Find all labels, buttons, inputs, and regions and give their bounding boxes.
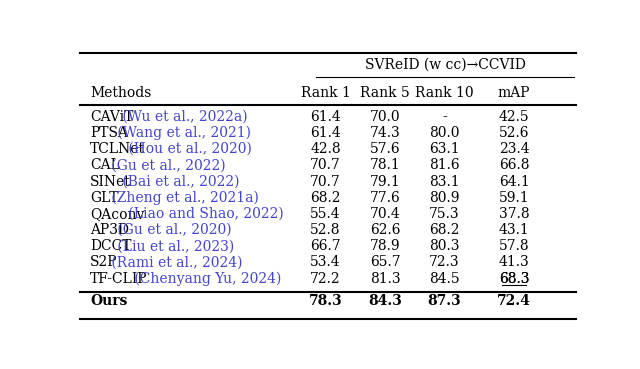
Text: 68.2: 68.2 [310, 191, 340, 205]
Text: 87.3: 87.3 [428, 294, 461, 308]
Text: (Wang et al., 2021): (Wang et al., 2021) [113, 126, 251, 140]
Text: (Bai et al., 2022): (Bai et al., 2022) [118, 175, 240, 189]
Text: 68.3: 68.3 [499, 272, 529, 286]
Text: 52.6: 52.6 [499, 126, 529, 140]
Text: (Liao and Shao, 2022): (Liao and Shao, 2022) [124, 207, 284, 221]
Text: 59.1: 59.1 [499, 191, 529, 205]
Text: 63.1: 63.1 [429, 142, 460, 156]
Text: QAconv (Liao and Shao, 2022): QAconv (Liao and Shao, 2022) [90, 207, 304, 221]
Text: 57.8: 57.8 [499, 239, 529, 253]
Text: 77.6: 77.6 [370, 191, 401, 205]
Text: 75.3: 75.3 [429, 207, 460, 221]
Text: 42.8: 42.8 [310, 142, 341, 156]
Text: 72.4: 72.4 [497, 294, 531, 308]
Text: 62.6: 62.6 [370, 223, 400, 237]
Text: PTSA: PTSA [90, 126, 128, 140]
Text: 66.8: 66.8 [499, 158, 529, 172]
Text: CAL: CAL [90, 158, 120, 172]
Text: -: - [442, 110, 447, 124]
Text: (Hou et al., 2020): (Hou et al., 2020) [124, 142, 252, 156]
Text: (Zheng et al., 2021a): (Zheng et al., 2021a) [107, 190, 259, 205]
Text: 42.5: 42.5 [499, 110, 529, 124]
Text: DCCT: DCCT [90, 239, 131, 253]
Text: (Gu et al., 2020): (Gu et al., 2020) [113, 223, 232, 237]
Text: 81.6: 81.6 [429, 158, 460, 172]
Text: S2P: S2P [90, 255, 117, 269]
Text: 79.1: 79.1 [370, 175, 401, 189]
Text: Rank 10: Rank 10 [415, 86, 474, 100]
Text: CAViT (Wu et al., 2022a): CAViT (Wu et al., 2022a) [90, 110, 263, 124]
Text: 57.6: 57.6 [370, 142, 401, 156]
Text: Rank 5: Rank 5 [360, 86, 410, 100]
Text: SINet (Bai et al., 2022): SINet (Bai et al., 2022) [90, 175, 252, 189]
Text: (Rami et al., 2024): (Rami et al., 2024) [107, 255, 243, 269]
Text: mAP: mAP [498, 86, 531, 100]
Text: 84.5: 84.5 [429, 272, 460, 286]
Text: 78.9: 78.9 [370, 239, 401, 253]
Text: SVReID (w cc)→CCVID: SVReID (w cc)→CCVID [365, 58, 526, 72]
Text: 61.4: 61.4 [310, 110, 341, 124]
Text: (Gu et al., 2022): (Gu et al., 2022) [107, 158, 226, 172]
Text: 78.3: 78.3 [308, 294, 342, 308]
Text: 80.0: 80.0 [429, 126, 460, 140]
Text: 55.4: 55.4 [310, 207, 341, 221]
Text: S2P (Rami et al., 2024): S2P (Rami et al., 2024) [90, 255, 253, 269]
Text: 68.2: 68.2 [429, 223, 460, 237]
Text: Rank 1: Rank 1 [301, 86, 351, 100]
Text: 70.4: 70.4 [370, 207, 401, 221]
Text: 66.7: 66.7 [310, 239, 341, 253]
Text: AP3D (Gu et al., 2020): AP3D (Gu et al., 2020) [90, 223, 248, 237]
Text: 78.1: 78.1 [370, 158, 401, 172]
Text: TF-CLIP: TF-CLIP [90, 272, 147, 286]
Text: 65.7: 65.7 [370, 255, 401, 269]
Text: 72.2: 72.2 [310, 272, 341, 286]
Text: (Wu et al., 2022a): (Wu et al., 2022a) [118, 110, 248, 124]
Text: 64.1: 64.1 [499, 175, 529, 189]
Text: 84.3: 84.3 [368, 294, 402, 308]
Text: Ours: Ours [90, 294, 127, 308]
Text: 23.4: 23.4 [499, 142, 529, 156]
Text: TCLNet: TCLNet [90, 142, 145, 156]
Text: AP3D: AP3D [90, 223, 129, 237]
Text: 53.4: 53.4 [310, 255, 341, 269]
Text: 80.3: 80.3 [429, 239, 460, 253]
Text: 70.7: 70.7 [310, 175, 341, 189]
Text: TCLNet (Hou et al., 2020): TCLNet (Hou et al., 2020) [90, 142, 273, 156]
Text: 52.8: 52.8 [310, 223, 340, 237]
Text: 83.1: 83.1 [429, 175, 460, 189]
Text: 80.9: 80.9 [429, 191, 460, 205]
Text: SINet: SINet [90, 175, 131, 189]
Text: 70.0: 70.0 [370, 110, 401, 124]
Text: 61.4: 61.4 [310, 126, 341, 140]
Text: (Chenyang Yu, 2024): (Chenyang Yu, 2024) [130, 272, 281, 286]
Text: 41.3: 41.3 [499, 255, 529, 269]
Text: Methods: Methods [90, 86, 151, 100]
Text: (Liu et al., 2023): (Liu et al., 2023) [113, 239, 234, 253]
Text: CAViT: CAViT [90, 110, 133, 124]
Text: DCCT (Liu et al., 2023): DCCT (Liu et al., 2023) [90, 239, 253, 253]
Text: GLT: GLT [90, 191, 118, 205]
Text: 37.8: 37.8 [499, 207, 529, 221]
Text: PTSA (Wang et al., 2021): PTSA (Wang et al., 2021) [90, 126, 266, 140]
Text: TF-CLIP (Chenyang Yu, 2024): TF-CLIP (Chenyang Yu, 2024) [90, 272, 299, 286]
Text: 72.3: 72.3 [429, 255, 460, 269]
Text: 43.1: 43.1 [499, 223, 529, 237]
Text: 74.3: 74.3 [370, 126, 401, 140]
Text: 68.3: 68.3 [499, 272, 529, 286]
Text: CAL (Gu et al., 2022): CAL (Gu et al., 2022) [90, 158, 239, 172]
Text: 81.3: 81.3 [370, 272, 401, 286]
Text: 70.7: 70.7 [310, 158, 341, 172]
Text: QAconv: QAconv [90, 207, 144, 221]
Text: GLT (Zheng et al., 2021a): GLT (Zheng et al., 2021a) [90, 190, 270, 205]
